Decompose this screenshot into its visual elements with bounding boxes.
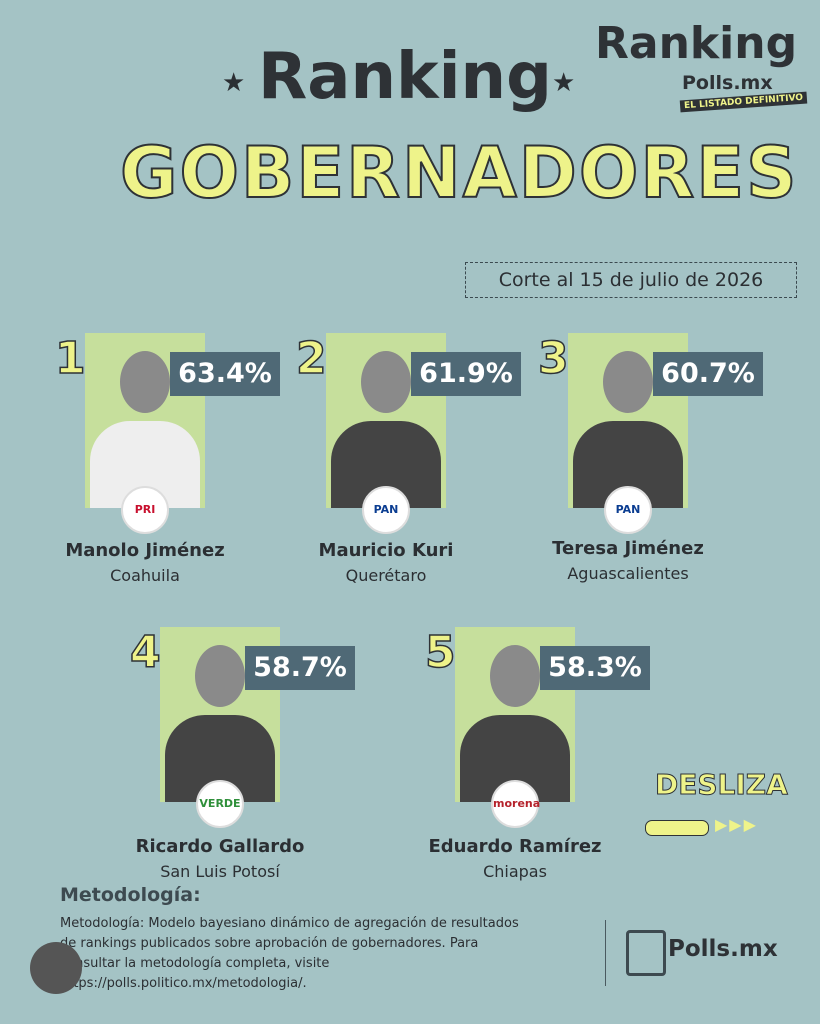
swipe: DESLIZA xyxy=(655,768,789,802)
rank: 3 xyxy=(537,332,569,385)
head xyxy=(120,351,170,413)
candidate-state: Querétaro xyxy=(345,566,427,585)
rank: 1 xyxy=(54,332,86,385)
divider xyxy=(605,920,606,986)
title-line1: Ranking xyxy=(258,40,552,114)
percent: 58.3% xyxy=(540,646,650,690)
rank: 2 xyxy=(295,332,327,385)
logo-name: Ranking xyxy=(595,18,798,69)
head xyxy=(195,645,245,707)
candidate-state: Coahuila xyxy=(110,566,180,585)
head xyxy=(361,351,411,413)
percent: 60.7% xyxy=(653,352,763,396)
candidate-state: Aguascalientes xyxy=(567,564,689,583)
date-box: Corte al 15 de julio de 2026 xyxy=(465,262,797,298)
percent: 58.7% xyxy=(245,646,355,690)
party-logo: PAN xyxy=(604,486,652,534)
rank: 5 xyxy=(424,626,456,679)
rank: 4 xyxy=(129,626,161,679)
party-logo: morena xyxy=(491,780,540,828)
candidate-name: Manolo Jiménez xyxy=(65,540,225,561)
percent: 63.4% xyxy=(170,352,280,396)
candidate-state: San Luis Potosí xyxy=(160,862,280,881)
methodology-text: Metodología: Modelo bayesiano dinámico d… xyxy=(60,916,519,991)
party-logo: PRI xyxy=(121,486,169,534)
candidate-name: Eduardo Ramírez xyxy=(428,836,602,857)
logo-site: Polls.mx xyxy=(682,72,773,94)
party-logo: PAN xyxy=(362,486,410,534)
footer-logo: Polls.mx xyxy=(668,936,778,962)
title-line2: GOBERNADORES xyxy=(119,131,799,215)
head xyxy=(603,351,653,413)
head xyxy=(490,645,540,707)
photo xyxy=(160,627,280,802)
methodology-title: Metodología: xyxy=(60,884,201,906)
logo-tagline: EL LISTADO DEFINITIVO xyxy=(679,91,808,113)
avatar[interactable] xyxy=(30,942,82,994)
swipe-arrows: ▶▶▶ xyxy=(715,815,758,834)
candidate-name: Teresa Jiménez xyxy=(552,538,704,559)
footer-icon xyxy=(626,930,666,976)
percent: 61.9% xyxy=(411,352,521,396)
star: ★ xyxy=(552,68,576,98)
party-logo: VERDE xyxy=(196,780,244,828)
candidate-name: Ricardo Gallardo xyxy=(135,836,305,857)
swipe-bar xyxy=(645,820,709,836)
star: ★ xyxy=(222,68,246,98)
candidate-state: Chiapas xyxy=(483,862,547,881)
candidate-name: Mauricio Kuri xyxy=(318,540,454,561)
